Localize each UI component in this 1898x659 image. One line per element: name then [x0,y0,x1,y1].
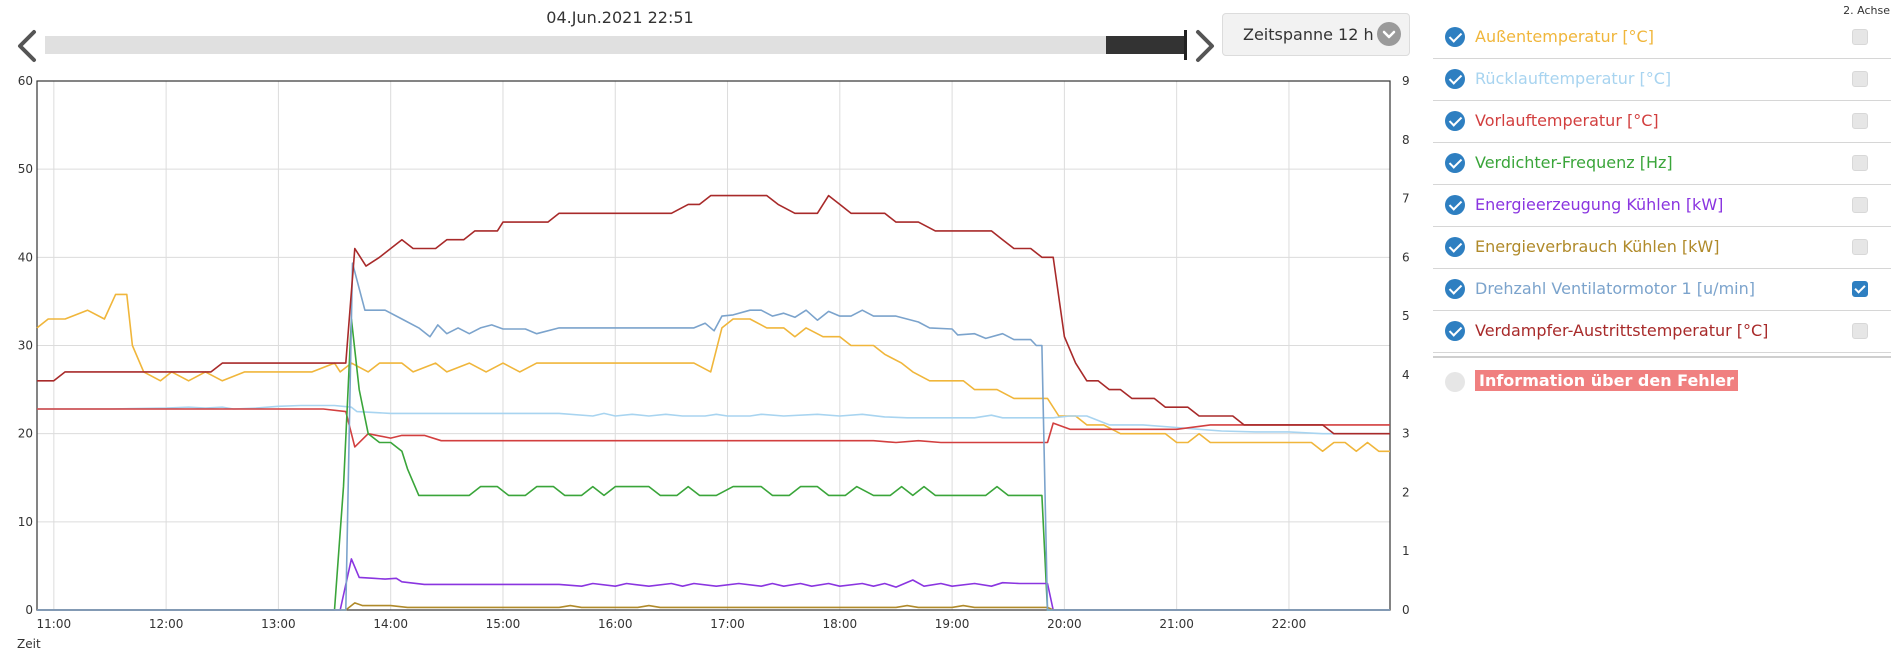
y-left-tick-label: 40 [18,250,33,264]
timespan-select[interactable]: Zeitspanne 12 h [1222,13,1410,56]
y-right-tick-label: 300 [1402,427,1410,441]
error-info-row[interactable]: Information über den Fehler [1433,358,1891,398]
axis2-checkbox[interactable] [1852,113,1868,129]
line-chart: 0102030405060010020030040050060070080090… [17,74,1410,651]
series-line [37,318,1390,611]
legend-item-label: Rücklauftemperatur [°C] [1475,69,1672,88]
series-line [37,408,1390,448]
status-dot-icon [1445,372,1465,392]
legend-item[interactable]: Verdichter-Frequenz [Hz] [1433,143,1891,185]
timespan-label: Zeitspanne 12 h [1243,25,1374,44]
checkmark-icon[interactable] [1445,195,1465,215]
series-line [37,194,1390,435]
y-right-tick-label: 400 [1402,368,1410,382]
series-line [37,558,1390,611]
checkmark-icon[interactable] [1445,321,1465,341]
y-right-tick-label: 500 [1402,309,1410,323]
y-right-tick-label: 900 [1402,74,1410,88]
time-scrollbar-marker [1184,30,1187,60]
current-datetime: 04.Jun.2021 22:51 [546,8,694,27]
y-left-tick-label: 50 [18,162,33,176]
axis2-checkbox[interactable] [1852,281,1868,297]
axis2-header: 2. Achse [1843,4,1890,17]
time-scrollbar[interactable] [45,36,1185,54]
y-left-tick-label: 10 [18,515,33,529]
x-tick-label: 15:00 [486,617,521,631]
legend-item[interactable]: Vorlauftemperatur [°C] [1433,101,1891,143]
series-line [37,262,1390,611]
axis2-checkbox[interactable] [1852,239,1868,255]
y-left-tick-label: 60 [18,74,33,88]
legend-item-label: Verdichter-Frequenz [Hz] [1475,153,1673,172]
y-right-tick-label: 200 [1402,485,1410,499]
next-arrow-icon[interactable] [1190,26,1218,66]
legend-item[interactable]: Verdampfer-Austrittstemperatur [°C] [1433,311,1891,353]
series-line [36,293,1390,453]
checkmark-icon[interactable] [1445,279,1465,299]
legend-item[interactable]: Drehzahl Ventilatormotor 1 [u/min] [1433,269,1891,311]
checkmark-icon[interactable] [1445,27,1465,47]
checkmark-icon[interactable] [1445,153,1465,173]
legend-item-label: Vorlauftemperatur [°C] [1475,111,1659,130]
y-left-tick-label: 20 [18,427,33,441]
error-info-label: Information über den Fehler [1475,370,1738,391]
axis2-checkbox[interactable] [1852,197,1868,213]
x-tick-label: 13:00 [261,617,296,631]
axis2-checkbox[interactable] [1852,155,1868,171]
checkmark-icon[interactable] [1445,69,1465,89]
y-right-tick-label: 0 [1402,603,1410,617]
time-scrollbar-thumb[interactable] [1106,36,1185,54]
y-right-tick-label: 800 [1402,133,1410,147]
x-tick-label: 14:00 [373,617,408,631]
legend-item[interactable]: Rücklauftemperatur [°C] [1433,59,1891,101]
y-left-tick-label: 30 [18,339,33,353]
x-tick-label: 19:00 [935,617,970,631]
legend-divider [1433,353,1891,358]
legend-panel: Außentemperatur [°C] Rücklauftemperatur [… [1433,17,1891,398]
checkmark-icon[interactable] [1445,111,1465,131]
axis2-checkbox[interactable] [1852,323,1868,339]
legend-item-label: Drehzahl Ventilatormotor 1 [u/min] [1475,279,1755,298]
checkmark-icon[interactable] [1445,237,1465,257]
x-axis-label: Zeit [17,637,41,651]
previous-arrow-icon[interactable] [14,26,42,66]
y-right-tick-label: 700 [1402,192,1410,206]
x-tick-label: 12:00 [149,617,184,631]
axis2-checkbox[interactable] [1852,71,1868,87]
plot-frame [36,80,1391,611]
x-tick-label: 17:00 [710,617,745,631]
x-tick-label: 22:00 [1272,617,1307,631]
legend-item[interactable]: Energieerzeugung Kühlen [kW] [1433,185,1891,227]
legend-item[interactable]: Außentemperatur [°C] [1433,17,1891,59]
legend-item-label: Verdampfer-Austrittstemperatur [°C] [1475,321,1769,340]
series-line [37,404,1390,435]
x-tick-label: 11:00 [37,617,72,631]
y-left-tick-label: 0 [25,603,33,617]
axis2-checkbox[interactable] [1852,29,1868,45]
y-right-tick-label: 600 [1402,250,1410,264]
y-right-tick-label: 100 [1402,544,1410,558]
x-tick-label: 16:00 [598,617,633,631]
legend-item-label: Außentemperatur [°C] [1475,27,1654,46]
chevron-down-icon [1377,22,1401,46]
legend-item-label: Energieerzeugung Kühlen [kW] [1475,195,1724,214]
legend-item[interactable]: Energieverbrauch Kühlen [kW] [1433,227,1891,269]
legend-item-label: Energieverbrauch Kühlen [kW] [1475,237,1720,256]
x-tick-label: 21:00 [1159,617,1194,631]
x-tick-label: 18:00 [823,617,858,631]
x-tick-label: 20:00 [1047,617,1082,631]
series-line [37,602,1390,611]
